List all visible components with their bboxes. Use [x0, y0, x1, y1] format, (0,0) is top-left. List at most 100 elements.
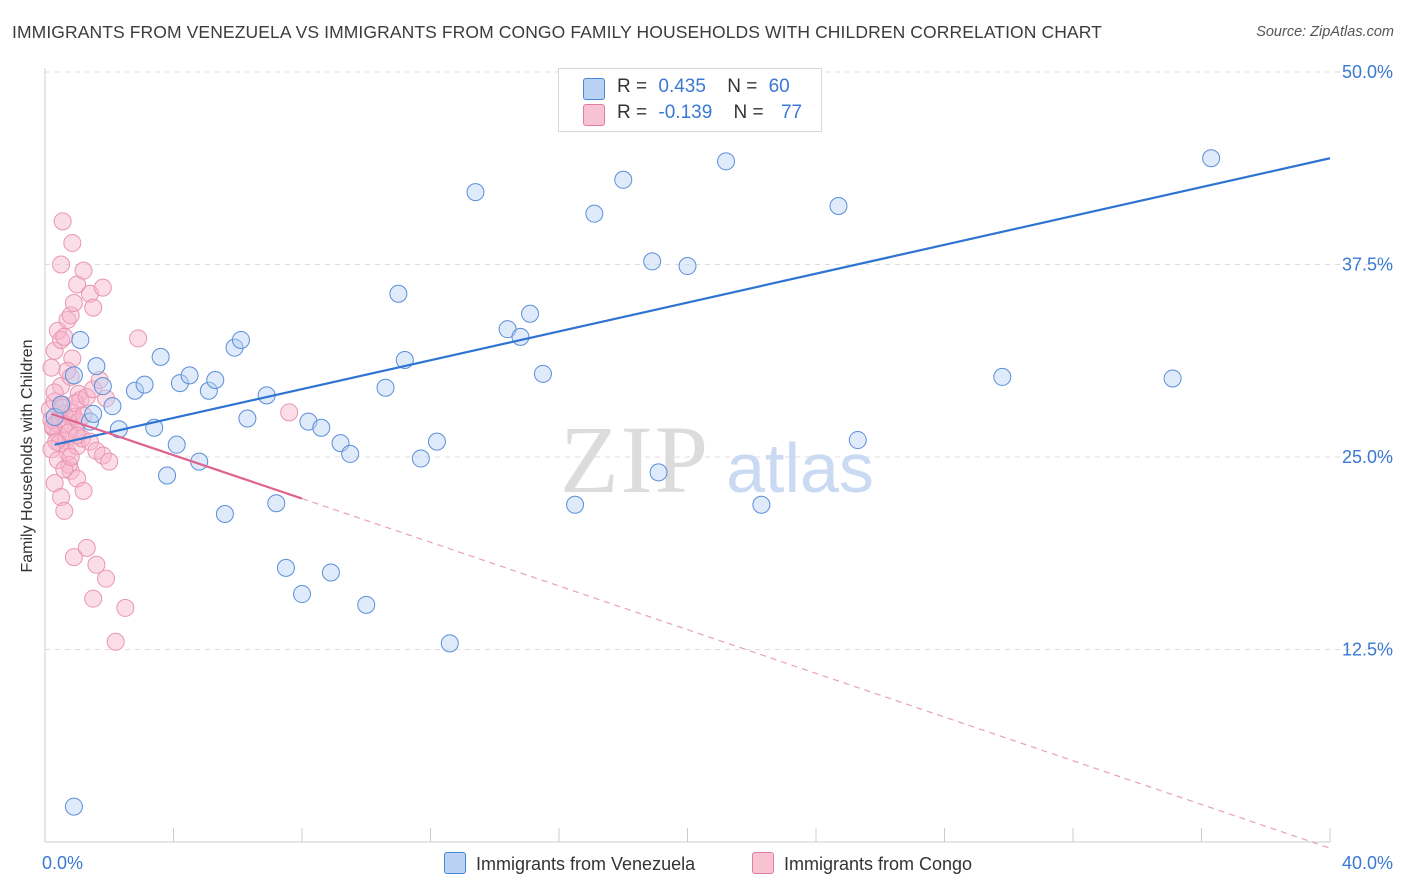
data-point-venezuela	[993, 367, 1012, 386]
data-point-congo	[77, 538, 96, 557]
legend-n-value: 60	[768, 76, 790, 97]
data-point-venezuela	[293, 585, 311, 604]
data-point-congo	[52, 255, 71, 274]
trend-line-congo-extension	[301, 498, 1331, 849]
y-tick-label: 12.5%	[1342, 640, 1393, 660]
x-tick-label: 40.0%	[1342, 853, 1393, 873]
x-tick-label: 0.0%	[42, 853, 83, 873]
data-point-venezuela	[225, 338, 244, 357]
bottom-legend-label: Immigrants from Venezuela	[476, 854, 696, 874]
legend-n-label: N =	[727, 76, 758, 97]
data-point-venezuela	[566, 495, 585, 514]
data-point-congo	[129, 329, 148, 348]
data-point-venezuela	[389, 284, 408, 303]
data-point-congo	[93, 278, 112, 297]
data-point-venezuela	[376, 378, 395, 397]
legend-swatch-congo	[583, 104, 605, 126]
data-point-venezuela	[678, 257, 697, 276]
data-point-venezuela	[585, 204, 604, 223]
data-point-venezuela	[533, 364, 552, 383]
data-point-venezuela	[829, 196, 848, 215]
legend-r-value: 0.435	[658, 76, 706, 97]
stats-legend: R = 0.435 N = 60 R = -0.139 N = 77	[558, 68, 822, 132]
data-point-congo	[61, 461, 80, 480]
trend-lines	[51, 157, 1331, 849]
data-point-venezuela	[103, 397, 122, 416]
data-point-congo	[61, 448, 80, 466]
data-point-congo	[64, 294, 83, 312]
data-point-venezuela	[64, 797, 83, 816]
data-point-venezuela	[321, 563, 340, 582]
data-point-congo	[74, 481, 93, 500]
data-point-venezuela	[180, 366, 199, 385]
data-point-congo	[53, 212, 72, 231]
y-tick-label: 50.0%	[1342, 62, 1393, 82]
data-point-congo	[106, 632, 125, 651]
trend-line-congo	[51, 412, 303, 500]
data-point-venezuela	[357, 595, 376, 614]
data-point-venezuela	[231, 330, 250, 349]
data-point-venezuela	[267, 494, 286, 513]
data-point-congo	[44, 417, 63, 436]
data-point-congo	[77, 387, 96, 406]
data-point-congo	[45, 341, 64, 360]
data-point-venezuela	[1163, 369, 1182, 388]
data-point-venezuela	[84, 404, 103, 423]
tick-labels: 12.5% 25.0% 37.5% 50.0% 0.0% 40.0%	[42, 62, 1393, 873]
data-point-venezuela	[215, 504, 234, 523]
data-point-congo	[74, 261, 93, 280]
y-tick-label: 37.5%	[1342, 255, 1393, 275]
trend-line-venezuela	[54, 157, 1331, 446]
data-point-congo	[58, 361, 77, 380]
bottom-swatch-venezuela	[444, 852, 466, 874]
data-point-venezuela	[848, 431, 867, 450]
data-point-venezuela	[643, 252, 662, 271]
data-point-congo	[97, 569, 116, 588]
data-point-congo	[84, 380, 103, 399]
data-point-venezuela	[135, 375, 154, 394]
data-point-venezuela	[199, 381, 218, 400]
bottom-legend-venezuela: Immigrants from Venezuela	[444, 852, 695, 875]
data-point-venezuela	[427, 432, 446, 451]
data-point-venezuela	[717, 152, 736, 171]
bottom-legend-label: Immigrants from Congo	[784, 854, 973, 874]
data-point-venezuela	[93, 377, 112, 396]
data-point-venezuela	[440, 634, 459, 653]
data-point-venezuela	[238, 409, 257, 428]
data-point-venezuela	[411, 449, 430, 468]
data-point-venezuela	[614, 170, 633, 189]
y-tick-label: 25.0%	[1342, 447, 1393, 467]
data-point-congo	[52, 330, 71, 349]
legend-n-value: 77	[780, 102, 803, 123]
data-point-venezuela	[752, 495, 771, 514]
data-point-congo	[100, 452, 119, 471]
y-axis-label: Family Households with Children	[19, 339, 36, 573]
data-point-congo	[55, 327, 74, 346]
data-point-venezuela	[167, 435, 186, 454]
data-point-venezuela	[71, 330, 90, 349]
legend-r-value: -0.139	[658, 102, 713, 123]
data-point-venezuela	[1202, 149, 1221, 168]
data-point-venezuela	[649, 463, 668, 482]
watermark-zip: ZIP	[560, 406, 710, 513]
data-point-venezuela	[206, 371, 225, 389]
data-point-congo	[55, 501, 74, 520]
series-congo	[40, 212, 299, 651]
data-point-congo	[84, 589, 103, 608]
data-point-venezuela	[466, 183, 485, 202]
data-point-venezuela	[52, 395, 71, 414]
data-point-venezuela	[125, 381, 144, 400]
legend-n-label: N =	[733, 102, 764, 123]
data-point-congo	[116, 598, 135, 617]
data-point-congo	[87, 555, 106, 574]
data-point-venezuela	[276, 558, 295, 577]
data-point-congo	[64, 548, 83, 567]
legend-swatch-venezuela	[583, 78, 605, 100]
data-point-venezuela	[158, 466, 177, 485]
data-point-venezuela	[64, 366, 83, 385]
bottom-legend-congo: Immigrants from Congo	[752, 852, 972, 875]
data-point-venezuela	[151, 347, 170, 366]
data-point-congo	[42, 358, 61, 377]
data-point-venezuela	[312, 418, 331, 437]
